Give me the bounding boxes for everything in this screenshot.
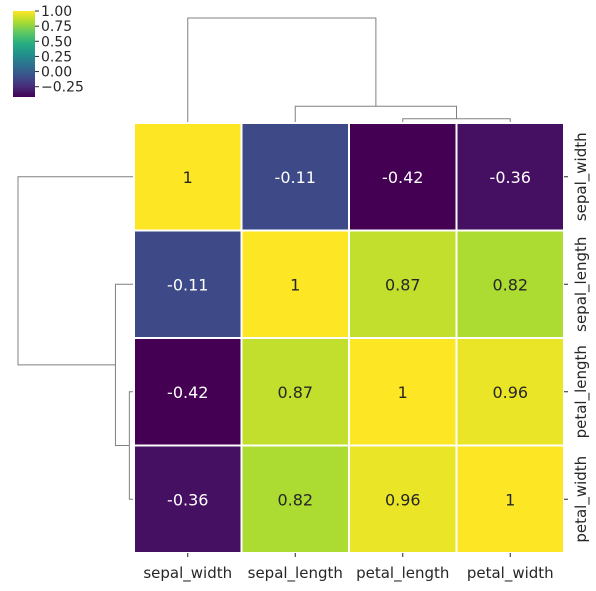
dendrogram-link <box>294 105 457 123</box>
cell-value-label: -0.42 <box>382 168 423 187</box>
heatmap-cells <box>133 122 565 554</box>
row-tick-label: sepal_width <box>572 132 591 221</box>
cell-value-label: -0.11 <box>167 275 208 294</box>
cell-value-label: 0.96 <box>385 490 421 509</box>
dendrogram-link <box>114 283 134 446</box>
cell-value-label: -0.42 <box>167 383 208 402</box>
dendrogram-link <box>17 176 134 366</box>
cell-value-label: -0.36 <box>167 490 208 509</box>
cell-value-label: 1 <box>398 383 408 402</box>
row-tick-label: petal_width <box>572 456 591 543</box>
cell-value-label: 0.87 <box>277 383 313 402</box>
column-tick-label: sepal_width <box>143 564 232 583</box>
cell-value-label: 0.87 <box>385 275 421 294</box>
column-tick-label: sepal_length <box>248 564 343 583</box>
heatmap-cell-petal_width-petal_width <box>455 444 565 554</box>
row-dendrogram <box>17 176 134 500</box>
column-dendrogram <box>187 17 511 123</box>
heatmap-cell-sepal_width-sepal_width <box>133 122 243 232</box>
heatmap-cell-petal_width-petal_length <box>348 444 458 554</box>
cell-value-label: 1 <box>505 490 515 509</box>
colorbar-tick-label: 0.25 <box>41 49 72 65</box>
row-tick-label: petal_length <box>572 345 591 438</box>
colorbar-tick-label: 0.75 <box>41 19 72 35</box>
cell-value-label: 0.82 <box>492 275 528 294</box>
cell-value-label: -0.11 <box>275 168 316 187</box>
heatmap-cell-petal_length-petal_length <box>348 337 458 447</box>
colorbar-tick-label: 0.00 <box>41 65 72 81</box>
colorbar-tick-label: −0.25 <box>41 80 84 96</box>
cell-value-label: 1 <box>183 168 193 187</box>
column-tick-label: petal_length <box>356 564 449 583</box>
heatmap-cell-petal_width-sepal_length <box>240 444 350 554</box>
column-tick-labels: sepal_width sepal_length petal_length petal… <box>143 553 554 583</box>
cell-value-label: -0.36 <box>490 168 531 187</box>
colorbar-tick-label: 1.00 <box>41 4 72 20</box>
row-tick-labels: sepal_width sepal_length petal_lengthpetal… <box>564 132 591 543</box>
heatmap-cell-sepal_length-petal_width <box>455 229 565 339</box>
colorbar-tick-label: 0.50 <box>41 34 72 50</box>
cell-value-label: 0.96 <box>492 383 528 402</box>
heatmap-cell-sepal_length-petal_length <box>348 229 458 339</box>
colorbar-gradient <box>13 11 35 97</box>
cell-value-label: 0.82 <box>277 490 313 509</box>
cell-value-label: 1 <box>290 275 300 294</box>
cell-annotations: 1 -0.11 -0.42 -0.36 -0.11 1 0.87 0.82 -0.42 0.87 1… <box>167 168 531 510</box>
dendrogram-link <box>187 17 377 123</box>
column-tick-label: petal_width <box>467 564 554 583</box>
heatmap-cell-sepal_length-sepal_length <box>240 229 350 339</box>
colorbar: 1.000.750.500.250.00−0.25 <box>13 4 84 97</box>
heatmap-cell-petal_length-petal_width <box>455 337 565 447</box>
row-tick-label: sepal_length <box>572 237 591 332</box>
